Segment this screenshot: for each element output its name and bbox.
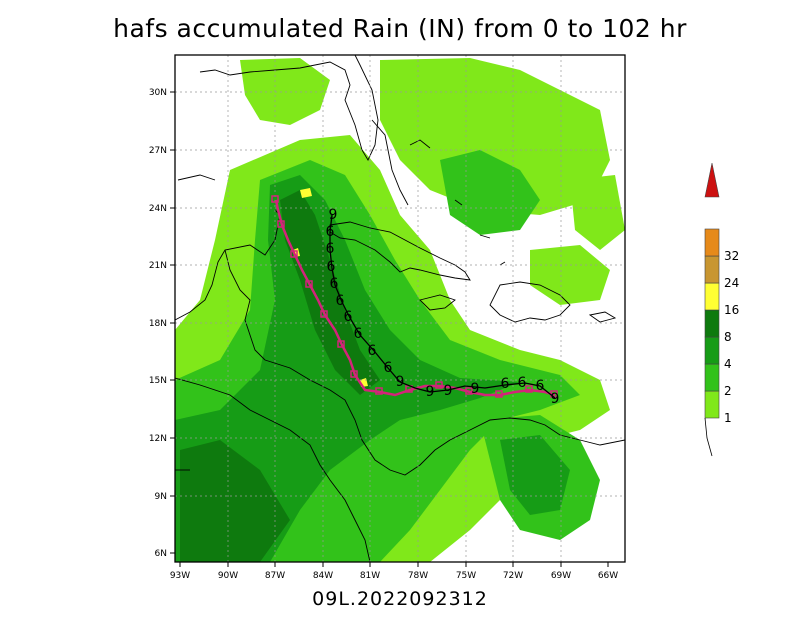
lat-label: 9N	[155, 492, 167, 502]
lat-label: 12N	[149, 434, 167, 444]
svg-text:9: 9	[426, 384, 435, 400]
svg-text:6: 6	[368, 343, 377, 359]
lat-label: 30N	[149, 88, 167, 98]
plot-frame	[174, 54, 626, 563]
colorbar-label: 8	[724, 330, 732, 344]
svg-text:6: 6	[384, 360, 393, 376]
lon-ticks	[179, 562, 609, 567]
lon-labels: 93W 90W 87W 84W 81W 78W 75W 72W 69W 66W	[170, 571, 618, 581]
svg-text:6: 6	[501, 376, 510, 392]
svg-text:6: 6	[536, 378, 545, 394]
forecast-track	[271, 195, 558, 398]
svg-text:6: 6	[354, 326, 363, 342]
rainfall-field	[175, 55, 625, 562]
colorbar-label: 1	[724, 411, 732, 425]
lat-label: 15N	[149, 376, 167, 386]
svg-text:6: 6	[518, 375, 527, 391]
lat-label: 24N	[149, 204, 167, 214]
lat-label: 27N	[149, 146, 167, 156]
colorbar-label: 16	[724, 303, 739, 317]
lon-label: 69W	[551, 571, 571, 581]
svg-text:9: 9	[551, 391, 560, 407]
run-id-label: 09L.2022092312	[312, 588, 488, 610]
lon-label: 78W	[408, 571, 428, 581]
observed-track: 9 6 6 6 9 9 9 9 6 6 6 6 6 6 6 6 6 9	[326, 207, 560, 407]
lon-label: 72W	[503, 571, 523, 581]
svg-text:9: 9	[471, 381, 480, 397]
colorbar-segment	[704, 255, 720, 284]
colorbar-top-triangle	[704, 162, 720, 198]
colorbar-label: 32	[724, 249, 739, 263]
colorbar-label: 2	[724, 384, 732, 398]
lon-label: 84W	[313, 571, 333, 581]
lat-label: 6N	[155, 549, 167, 559]
lon-label: 90W	[218, 571, 238, 581]
svg-text:9: 9	[444, 383, 453, 399]
lat-labels: 30N 27N 24N 21N 18N 15N 12N 9N 6N	[149, 88, 167, 559]
lon-label: 87W	[265, 571, 285, 581]
colorbar-segment	[704, 282, 720, 311]
svg-text:6: 6	[327, 259, 336, 275]
svg-text:6: 6	[330, 276, 339, 292]
colorbar-segment	[704, 336, 720, 365]
lon-label: 93W	[170, 571, 190, 581]
svg-text:6: 6	[326, 241, 335, 257]
lon-label: 81W	[360, 571, 380, 581]
colorbar-segment	[704, 390, 720, 419]
lon-label: 75W	[456, 571, 476, 581]
svg-text:6: 6	[344, 309, 353, 325]
colorbar-segment	[704, 363, 720, 392]
colorbar-label: 24	[724, 276, 739, 290]
plot-title: hafs accumulated Rain (IN) from 0 to 102…	[113, 14, 687, 43]
svg-text:9: 9	[329, 207, 338, 223]
svg-text:6: 6	[336, 293, 345, 309]
lon-label: 66W	[598, 571, 618, 581]
svg-text:6: 6	[326, 224, 335, 240]
colorbar-label: 4	[724, 357, 732, 371]
lat-label: 18N	[149, 319, 167, 329]
svg-text:9: 9	[396, 374, 405, 390]
colorbar-segment	[704, 309, 720, 338]
colorbar-bottom-tail	[704, 417, 713, 457]
colorbar-segment	[704, 228, 720, 257]
grid-lines	[175, 55, 625, 562]
lat-ticks	[170, 91, 175, 554]
lat-label: 21N	[149, 261, 167, 271]
